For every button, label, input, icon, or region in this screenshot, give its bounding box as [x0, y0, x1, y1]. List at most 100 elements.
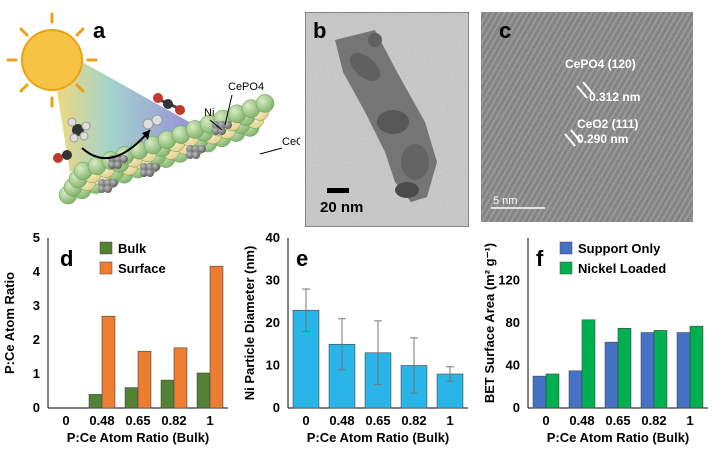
molecule-h2-icon — [142, 114, 163, 130]
x-axis-title: P:Ce Atom Ratio (Bulk) — [67, 430, 210, 445]
ni-cluster-sphere — [192, 151, 200, 159]
panel-b-tem-image: b 20 nm — [305, 12, 469, 227]
bar-f-0-1 — [568, 370, 583, 409]
bar-d-1-1 — [101, 315, 116, 409]
ni-cluster-sphere — [104, 185, 112, 193]
ni-cluster-sphere — [114, 161, 122, 169]
x-tick-label: 0.65 — [365, 413, 390, 428]
x-tick-label: 0.82 — [161, 413, 186, 428]
scalebar-b-label: 20 nm — [320, 199, 363, 216]
bar-f-0-4 — [676, 332, 691, 409]
y-tick-label: 4 — [33, 264, 41, 279]
ni-cluster-sphere — [140, 163, 148, 171]
ceo2-plane-label: CeO2 (111) — [577, 117, 638, 131]
y-tick-label: 0 — [513, 400, 520, 415]
ni-cluster-sphere — [224, 121, 232, 129]
ni-cluster-sphere — [110, 179, 118, 187]
cepo4-label: CePO4 — [228, 81, 264, 93]
y-tick-label: 2 — [33, 332, 40, 347]
y-tick-label: 40 — [506, 358, 520, 373]
arrow-head — [142, 130, 150, 140]
y-tick-label: 5 — [33, 230, 40, 245]
rod-sphere — [255, 94, 275, 113]
y-tick-label: 80 — [506, 315, 520, 330]
ni-cluster-sphere — [192, 145, 200, 153]
bar-f-0-0 — [532, 375, 547, 409]
ni-cluster-sphere — [98, 179, 106, 187]
x-tick-label: 1 — [446, 413, 453, 428]
x-tick-label: 0 — [62, 413, 69, 428]
bar-f-1-1 — [581, 319, 596, 409]
y-axis-title: BET Surface Area (m² g⁻¹) — [482, 243, 497, 403]
panel-c-hrtem-image: c CePO4 (120) 0.312 nm CeO2 (111) 0.290 … — [481, 12, 693, 222]
light-beam — [52, 54, 200, 172]
ceo2-spacing: 0.290 nm — [577, 132, 628, 146]
ni-cluster-sphere — [108, 161, 116, 169]
ni-cluster-sphere — [146, 169, 154, 177]
ni-cluster-sphere — [186, 145, 194, 153]
x-tick-label: 0.65 — [125, 413, 150, 428]
legend-label: Surface — [118, 261, 166, 276]
bar-f-1-0 — [545, 373, 560, 409]
x-tick-label: 0.82 — [641, 413, 666, 428]
y-tick-label: 0 — [273, 400, 280, 415]
scalebar-c-label: 5 nm — [493, 195, 517, 207]
reaction-arrow — [81, 129, 151, 160]
panel-b-label: b — [313, 18, 326, 43]
ni-cluster-sphere — [98, 185, 106, 193]
y-tick-label: 20 — [266, 315, 280, 330]
support-rod — [58, 94, 275, 205]
molecule-co2-icon — [153, 93, 185, 115]
x-tick-label: 0 — [302, 413, 309, 428]
x-tick-label: 1 — [206, 413, 213, 428]
bar-f-1-3 — [653, 330, 668, 409]
ni-cluster-sphere — [212, 127, 220, 135]
x-axis-title: P:Ce Atom Ratio (Bulk) — [307, 430, 450, 445]
x-tick-label: 1 — [686, 413, 693, 428]
bar-f-1-2 — [617, 328, 632, 409]
ni-cluster-sphere — [140, 169, 148, 177]
y-tick-label: 30 — [266, 273, 280, 288]
legend-swatch — [559, 241, 573, 255]
chart-d: d 0 1 2 3 4 5 0 0.48 0.65 0.82 1 P:Ce Atom Ratio (Bu… — [2, 230, 228, 445]
molecule-ch4-icon — [67, 117, 91, 143]
ni-cluster-sphere — [152, 163, 160, 171]
bar-d-0-2 — [124, 387, 139, 409]
chart-e: e 0 10 20 30 40 0 0.48 0.65 0.82 1 P:Ce Atom Ratio … — [242, 230, 468, 445]
ni-label: Ni — [204, 107, 214, 119]
bar-d-1-3 — [173, 347, 188, 409]
ni-cluster-sphere — [218, 127, 226, 135]
y-axis-title: P:Ce Atom Ratio — [2, 272, 17, 374]
ni-cluster-sphere — [120, 155, 128, 163]
x-tick-label: 0.48 — [329, 413, 354, 428]
molecule-co-icon — [53, 150, 72, 163]
bar-d-0-3 — [160, 379, 175, 409]
y-tick-label: 40 — [266, 230, 280, 245]
x-tick-label: 0.65 — [605, 413, 630, 428]
bar-f-1-4 — [689, 325, 704, 409]
legend-label: Nickel Loaded — [578, 261, 666, 276]
ni-cluster-sphere — [198, 145, 206, 153]
bar-d-0-4 — [196, 372, 211, 409]
panel-e-label: e — [296, 246, 308, 271]
cepo4-plane-label: CePO4 (120) — [565, 57, 636, 71]
bar-f-0-2 — [604, 341, 619, 409]
legend-swatch — [99, 261, 113, 275]
ni-cluster-sphere — [104, 179, 112, 187]
y-tick-label: 3 — [33, 298, 40, 313]
sun-icon — [6, 12, 98, 108]
cepo4-spacing: 0.312 nm — [589, 90, 640, 104]
bar-d-1-4 — [209, 265, 224, 409]
panel-c-label: c — [499, 18, 511, 43]
bar-d-1-2 — [137, 350, 152, 409]
scalebar-b — [327, 188, 349, 193]
bar-d-0-1 — [88, 394, 103, 409]
panel-f-label: f — [536, 246, 544, 271]
chart-f: f 0 40 80 120 0 0.48 0.65 0.82 1 P:Ce Atom Ratio (… — [482, 238, 708, 445]
panel-d-label: d — [60, 246, 73, 271]
ceo2-label: CeO2 — [282, 136, 300, 148]
panel-a-schematic: a Ni CePO4 CeO2 — [6, 12, 300, 205]
y-axis-title: Ni Particle Diameter (nm) — [242, 246, 257, 401]
y-tick-label: 120 — [498, 273, 520, 288]
